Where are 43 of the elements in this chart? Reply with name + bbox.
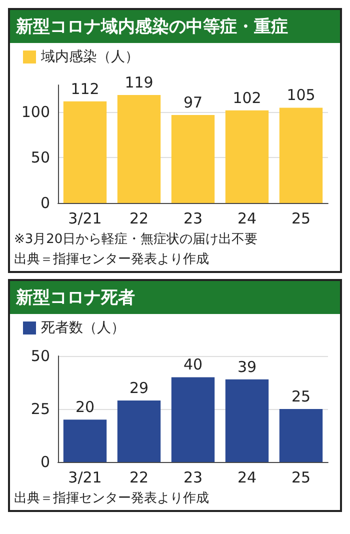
x-tick-label: 22 — [129, 468, 149, 486]
bar — [117, 400, 161, 462]
bar — [171, 114, 215, 203]
bar — [225, 379, 269, 462]
y-tick-label: 25 — [30, 400, 50, 418]
y-tick-label: 0 — [40, 453, 50, 471]
bar — [225, 110, 269, 203]
x-tick-label: 23 — [183, 210, 203, 228]
x-tick-label: 25 — [291, 468, 311, 486]
y-tick-label: 100 — [21, 103, 50, 122]
source-note: 出典＝指揮センター発表より作成 — [13, 490, 210, 508]
data-label: 20 — [75, 398, 95, 416]
bar — [279, 108, 323, 203]
data-label: 119 — [124, 73, 154, 92]
chart-title: 新型コロナ域内感染の中等症・重症 — [10, 10, 340, 43]
source-note: 出典＝指揮センター発表より作成 — [13, 251, 210, 269]
data-label: 39 — [237, 358, 257, 376]
x-tick-label: 3/21 — [68, 210, 102, 228]
bar — [63, 101, 107, 203]
data-label: 112 — [70, 80, 100, 98]
bar — [117, 94, 161, 203]
x-tick-label: 24 — [237, 210, 257, 228]
x-tick-label: 23 — [183, 468, 203, 486]
text: ※3月20日から軽症・無症状の届け出不要 — [13, 231, 259, 249]
data-label: 25 — [291, 388, 311, 406]
x-tick-label: 3/21 — [68, 468, 102, 486]
bar — [171, 377, 215, 462]
y-tick-label: 50 — [30, 347, 50, 365]
data-label: 29 — [129, 379, 149, 398]
data-label: 102 — [232, 88, 262, 107]
chart-title: 新型コロナ死者 — [10, 281, 340, 314]
legend-label: 死者数（人） — [41, 320, 125, 336]
y-tick-label: 0 — [40, 194, 50, 212]
data-label: 97 — [183, 93, 203, 112]
x-tick-label: 24 — [237, 468, 257, 486]
x-tick-label: 25 — [291, 210, 311, 228]
bar — [63, 420, 107, 462]
data-label: 40 — [183, 356, 203, 374]
bar — [279, 409, 323, 462]
y-tick-label: 50 — [30, 148, 50, 167]
data-label: 105 — [286, 86, 316, 104]
legend-label: 域内感染（人） — [40, 49, 139, 65]
x-tick-label: 22 — [129, 210, 149, 228]
